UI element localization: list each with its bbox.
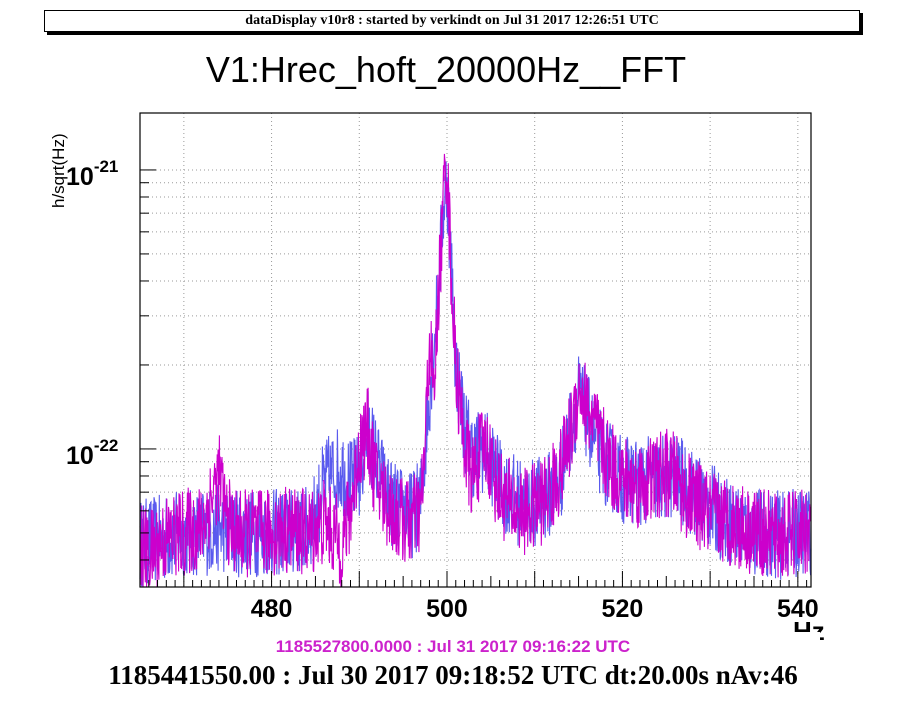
- x-label-mask: [760, 632, 820, 644]
- app-info-text: dataDisplay v10r8 : started by verkindt …: [245, 13, 659, 28]
- series-group: [139, 153, 812, 588]
- axis-ticks: [139, 169, 808, 587]
- app-info-banner: dataDisplay v10r8 : started by verkindt …: [44, 10, 860, 32]
- chart-title: V1:Hrec_hoft_20000Hz__FFT: [206, 49, 686, 90]
- x-tick-label: 540: [777, 595, 819, 623]
- tick-labels: 480 500 520 540 10-22 10-21: [66, 157, 819, 623]
- reference-run-info: 1185441550.00 : Jul 30 2017 09:18:52 UTC…: [108, 660, 798, 690]
- y-tick-label: 10-21: [66, 157, 118, 191]
- current-run-info: 1185527800.0000 : Jul 31 2017 09:16:22 U…: [275, 637, 631, 656]
- x-tick-label: 520: [602, 595, 644, 623]
- x-tick-label: 480: [251, 595, 293, 623]
- plot-frame: [139, 112, 812, 588]
- y-axis-label: h/sqrt(Hz): [49, 133, 68, 208]
- grid: [140, 113, 811, 587]
- y-tick-label: 10-22: [66, 436, 118, 470]
- x-tick-label: 500: [426, 595, 468, 623]
- series-current-line: [139, 153, 812, 588]
